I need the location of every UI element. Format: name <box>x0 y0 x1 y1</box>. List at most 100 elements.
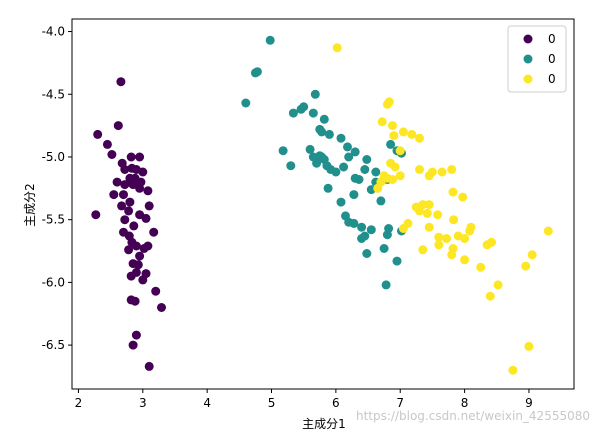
scatter-point <box>143 186 153 196</box>
scatter-point <box>312 158 322 168</box>
scatter-point <box>392 256 402 266</box>
x-tick-label: 8 <box>461 396 469 410</box>
scatter-point <box>395 171 405 181</box>
scatter-point <box>442 234 452 243</box>
scatter-point <box>434 232 444 242</box>
scatter-point <box>524 341 534 351</box>
plot-area <box>91 35 553 375</box>
legend-label: 0 <box>548 32 556 46</box>
x-tick-label: 7 <box>396 396 404 410</box>
scatter-point <box>521 261 531 271</box>
scatter-point <box>349 218 359 228</box>
x-tick-label: 9 <box>525 396 533 410</box>
scatter-point <box>360 165 370 174</box>
x-tick-label: 6 <box>332 396 340 410</box>
scatter-point <box>422 208 432 218</box>
scatter-point <box>125 197 135 207</box>
scatter-point <box>135 183 145 193</box>
scatter-point <box>458 192 468 202</box>
scatter-point <box>126 295 136 305</box>
scatter-point <box>131 241 141 251</box>
scatter-point <box>138 275 148 285</box>
scatter-point <box>107 150 117 159</box>
scatter-point <box>366 225 376 235</box>
scatter-point <box>141 213 151 223</box>
scatter-point <box>388 121 397 131</box>
y-tick-label: -5.0 <box>42 150 65 164</box>
scatter-point <box>336 197 346 207</box>
scatter-point <box>109 190 119 200</box>
scatter-point <box>395 146 405 156</box>
axes-frame <box>71 18 575 390</box>
scatter-point <box>382 99 392 109</box>
legend-label: 0 <box>548 72 556 86</box>
scatter-point <box>350 147 360 157</box>
scatter-point <box>493 280 503 290</box>
scatter-point <box>288 108 298 118</box>
scatter-point <box>376 196 386 206</box>
scatter-point <box>386 139 396 149</box>
scatter-point <box>119 190 128 200</box>
scatter-point <box>354 175 364 184</box>
scatter-point <box>128 340 138 350</box>
axes: 2 3 4 5 6 7 8 9 -4.0 -4.5 -5.0 -5.5 -6.0 -6.5 <box>42 18 575 410</box>
y-tick-label: -4.0 <box>42 25 65 39</box>
scatter-point <box>362 155 372 164</box>
scatter-point <box>305 144 315 154</box>
scatter-point <box>278 146 288 156</box>
scatter-point <box>126 271 136 281</box>
x-tick-label: 4 <box>203 396 211 410</box>
legend-marker <box>523 74 533 84</box>
scatter-point <box>124 245 134 255</box>
series-2 <box>241 35 406 290</box>
scatter-point <box>317 127 327 137</box>
scatter-point <box>447 250 457 260</box>
scatter-point <box>447 165 457 174</box>
scatter-point <box>527 250 537 260</box>
scatter-point <box>437 167 447 177</box>
scatter-point <box>120 165 130 174</box>
scatter-point <box>487 237 497 247</box>
scatter-point <box>476 262 486 272</box>
scatter-point <box>144 361 154 371</box>
x-tick-label: 3 <box>139 396 147 410</box>
legend: 0 0 0 <box>507 25 567 93</box>
scatter-point <box>344 152 354 162</box>
scatter-point <box>434 240 444 250</box>
scatter-point <box>149 227 159 237</box>
scatter-point <box>135 251 145 261</box>
scatter-point <box>241 98 251 108</box>
scatter-point <box>286 161 296 171</box>
scatter-point <box>102 139 112 149</box>
scatter-point <box>418 245 428 255</box>
series-3 <box>332 43 553 375</box>
x-tick-label: 2 <box>75 396 83 410</box>
y-tick-label: -6.5 <box>42 338 65 352</box>
y-tick-label: -4.5 <box>42 87 65 101</box>
scatter-point <box>138 167 148 177</box>
scatter-point <box>357 234 367 243</box>
scatter-point <box>323 183 333 193</box>
scatter-point <box>332 43 342 53</box>
scatter-point <box>543 226 553 236</box>
scatter-point <box>124 206 134 216</box>
scatter-point <box>131 330 141 340</box>
legend-label: 0 <box>548 52 556 66</box>
scatter-point <box>331 167 341 177</box>
scatter-point <box>398 224 408 233</box>
scatter-point <box>113 121 123 131</box>
scatter-point <box>485 291 495 301</box>
scatter-point <box>349 190 359 200</box>
scatter-point <box>143 241 153 251</box>
scatter-point <box>415 133 424 143</box>
scatter-point <box>126 152 136 162</box>
scatter-point <box>362 249 372 258</box>
scatter-point <box>508 365 518 375</box>
scatter-point <box>465 226 475 236</box>
scatter-point <box>120 180 130 190</box>
scatter-point <box>151 286 161 296</box>
scatter-point <box>377 117 387 127</box>
scatter-point <box>398 127 408 137</box>
scatter-point <box>144 201 154 211</box>
